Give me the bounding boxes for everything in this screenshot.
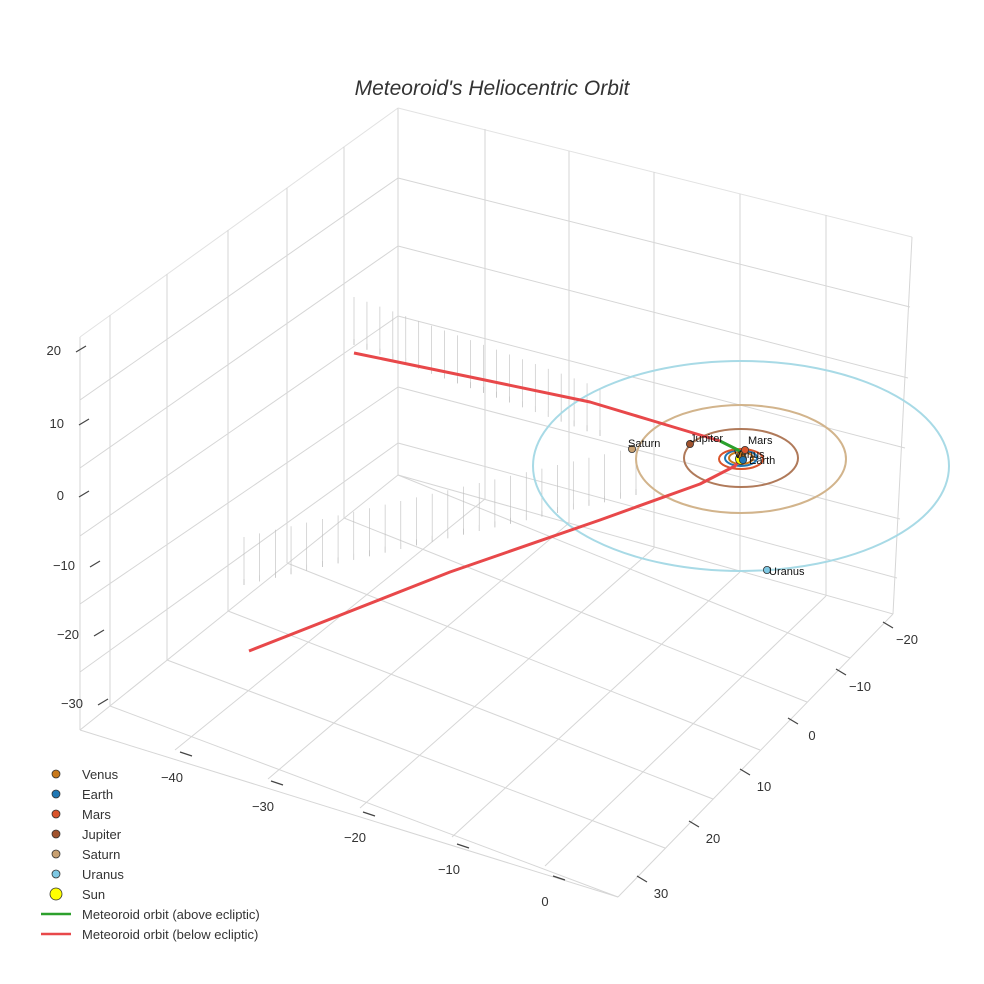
grid-panes	[79, 107, 913, 898]
saturn-orbit	[635, 404, 847, 514]
z-tick-label: −30	[61, 696, 83, 711]
y-axis-ticks: −20 −10 0 10 20 30	[636, 621, 918, 901]
x-tick-mark	[362, 811, 376, 817]
y-tick-label: 0	[808, 728, 815, 743]
legend-sun-marker	[49, 887, 63, 901]
legend-marker	[51, 869, 61, 879]
x-tick-label: −20	[344, 830, 366, 845]
saturn-marker[interactable]	[628, 444, 637, 453]
planet-orbits	[532, 360, 950, 572]
chart-legend[interactable]: Venus Earth Mars Jupiter Saturn Uranus Sun Mete…	[41, 767, 260, 942]
z-tick-mark	[93, 629, 105, 637]
meteoroid-drop-lines	[243, 297, 637, 585]
floor-grid	[79, 474, 894, 898]
z-tick-label: −20	[57, 627, 79, 642]
legend-item[interactable]: Uranus	[51, 867, 124, 882]
x-tick-label: −30	[252, 799, 274, 814]
y-tick-mark	[636, 875, 648, 883]
y-tick-mark	[835, 668, 847, 676]
z-tick-label: 20	[47, 343, 61, 358]
y-tick-label: −10	[849, 679, 871, 694]
earth-marker[interactable]	[739, 455, 748, 464]
uranus-label: Uranus	[769, 566, 805, 578]
uranus-marker[interactable]	[763, 566, 772, 575]
chart-title: Meteoroid's Heliocentric Orbit	[355, 77, 631, 100]
y-tick-mark	[739, 768, 751, 776]
legend-label: Jupiter	[82, 827, 122, 842]
y-tick-mark	[882, 621, 894, 629]
z-tick-label: 10	[50, 416, 64, 431]
y-tick-label: −20	[896, 632, 918, 647]
x-tick-mark	[552, 875, 566, 881]
legend-label: Meteoroid orbit (below ecliptic)	[82, 927, 258, 942]
jupiter-marker[interactable]	[686, 439, 695, 448]
earth-label: Earth	[749, 455, 775, 467]
legend-label: Meteoroid orbit (above ecliptic)	[82, 907, 260, 922]
legend-label: Sun	[82, 887, 105, 902]
mars-marker[interactable]	[741, 445, 750, 454]
legend-item[interactable]: Jupiter	[51, 827, 122, 842]
z-tick-mark	[89, 560, 101, 568]
legend-item[interactable]: Saturn	[51, 847, 120, 862]
z-tick-mark	[78, 418, 90, 426]
x-tick-mark	[270, 780, 284, 786]
legend-label: Uranus	[82, 867, 124, 882]
legend-item[interactable]: Meteoroid orbit (above ecliptic)	[41, 907, 260, 922]
legend-label: Mars	[82, 807, 111, 822]
legend-marker	[51, 829, 61, 839]
x-tick-label: −40	[161, 770, 183, 785]
legend-item[interactable]: Venus	[51, 767, 119, 782]
meteoroid-orbit	[248, 351, 746, 653]
y-tick-label: 20	[706, 831, 720, 846]
legend-label: Venus	[82, 767, 119, 782]
mars-orbit	[718, 448, 764, 470]
x-tick-label: −10	[438, 862, 460, 877]
y-tick-mark	[688, 820, 700, 828]
legend-marker	[51, 809, 61, 819]
x-tick-label: 0	[541, 894, 548, 909]
uranus-orbit	[532, 360, 950, 572]
jupiter-orbit	[683, 428, 799, 488]
left-wall-grid	[79, 107, 399, 731]
z-tick-mark	[78, 490, 90, 498]
legend-label: Saturn	[82, 847, 120, 862]
legend-item[interactable]: Meteoroid orbit (below ecliptic)	[41, 927, 258, 942]
x-axis-ticks: −40 −30 −20 −10 0	[161, 751, 566, 909]
z-tick-mark	[97, 698, 109, 706]
legend-item[interactable]: Mars	[51, 807, 111, 822]
legend-label: Earth	[82, 787, 113, 802]
z-tick-mark	[75, 345, 87, 353]
legend-marker	[51, 769, 61, 779]
jupiter-label: Jupiter	[690, 433, 723, 445]
legend-marker	[51, 849, 61, 859]
y-tick-mark	[787, 717, 799, 725]
right-wall-grid	[397, 107, 913, 615]
z-axis-ticks: −30 −20 −10 0 10 20	[47, 343, 109, 711]
legend-item[interactable]: Earth	[51, 787, 113, 802]
z-tick-label: 0	[57, 488, 64, 503]
meteoroid-path-below-incoming	[353, 351, 721, 443]
x-tick-mark	[179, 751, 193, 757]
saturn-label: Saturn	[628, 438, 660, 450]
meteoroid-path-below-outgoing	[248, 454, 746, 653]
legend-marker	[51, 789, 61, 799]
y-tick-label: 10	[757, 779, 771, 794]
x-tick-mark	[456, 843, 470, 849]
z-tick-label: −10	[53, 558, 75, 573]
y-tick-label: 30	[654, 886, 668, 901]
mars-label: Mars	[748, 435, 773, 447]
legend-item[interactable]: Sun	[49, 887, 105, 902]
